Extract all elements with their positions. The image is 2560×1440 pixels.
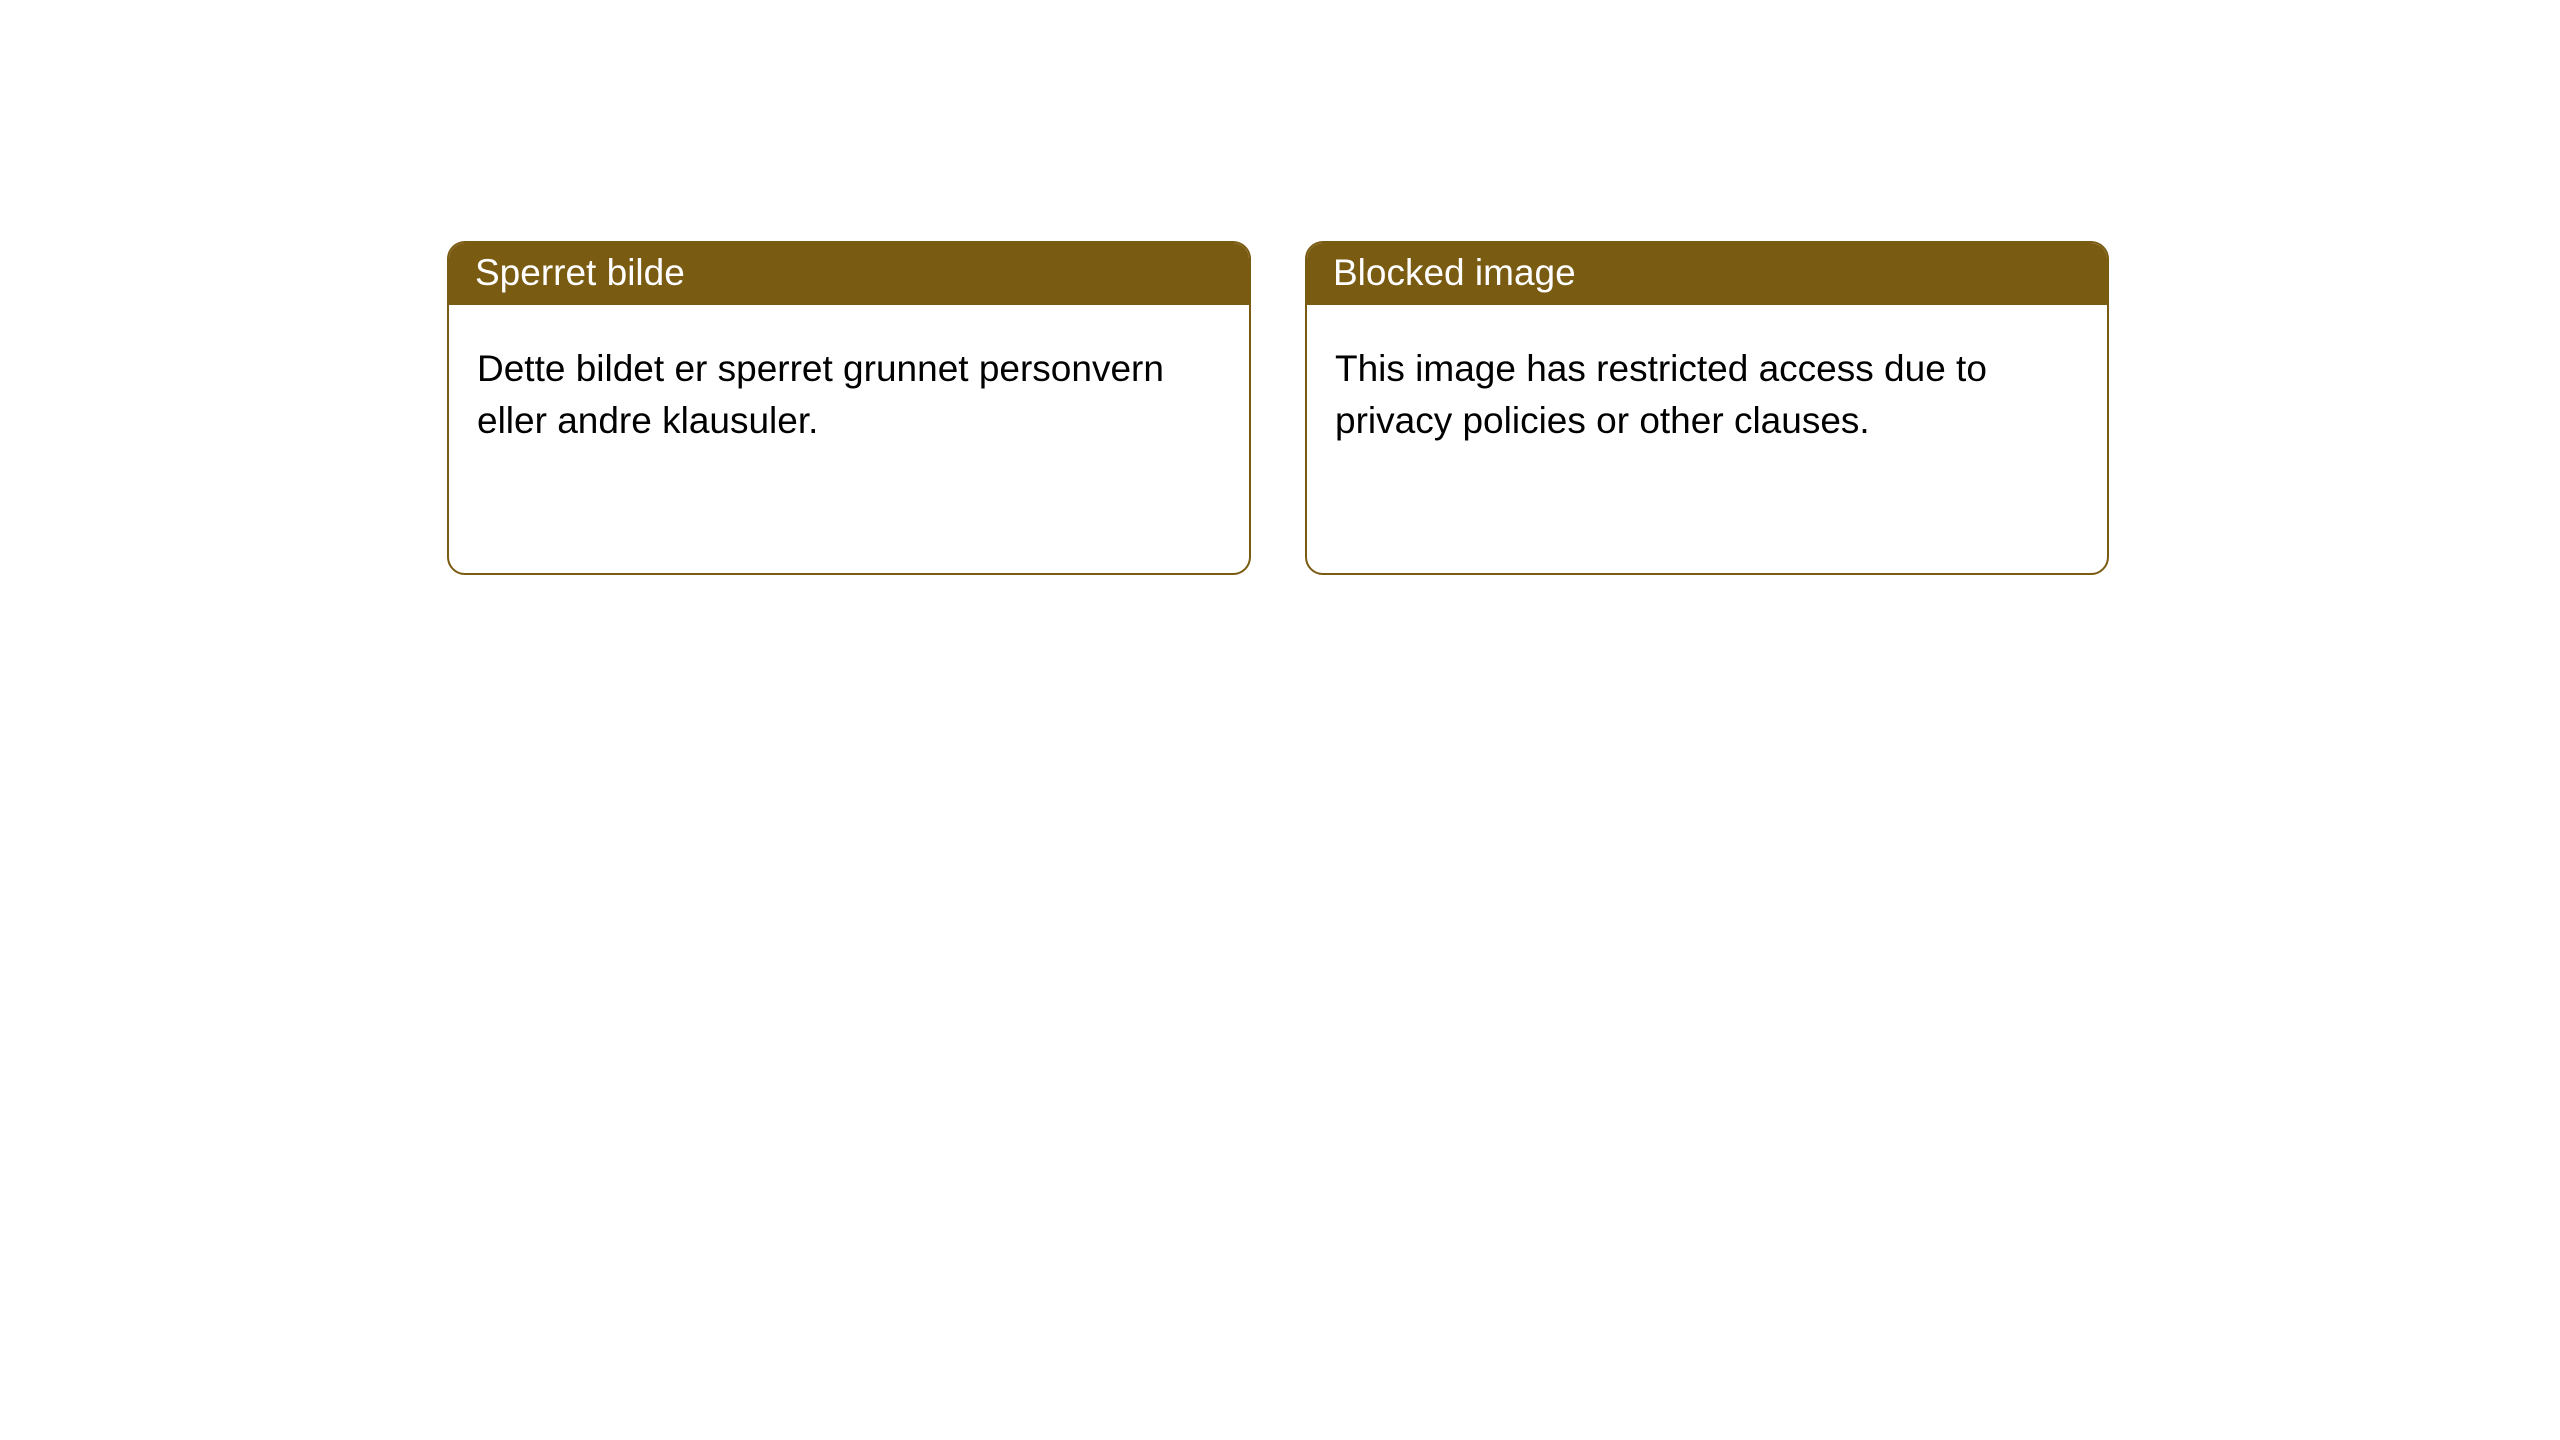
notice-card-norwegian: Sperret bilde Dette bildet er sperret gr… xyxy=(447,241,1251,575)
notice-card-header: Sperret bilde xyxy=(449,243,1249,305)
notice-card-header: Blocked image xyxy=(1307,243,2107,305)
notice-card-body: This image has restricted access due to … xyxy=(1307,305,2107,475)
notice-card-body: Dette bildet er sperret grunnet personve… xyxy=(449,305,1249,475)
notice-card-english: Blocked image This image has restricted … xyxy=(1305,241,2109,575)
notice-container: Sperret bilde Dette bildet er sperret gr… xyxy=(0,0,2560,575)
